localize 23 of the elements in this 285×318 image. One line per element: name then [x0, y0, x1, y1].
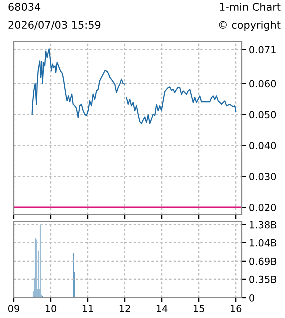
y-tick-label: 0 — [250, 294, 254, 302]
y-tick-label: 0.69B — [250, 258, 277, 266]
y-tick-label: 0.35B — [250, 276, 277, 284]
x-tick-label: 15 — [194, 305, 204, 312]
y-tick-label: 0.040 — [250, 142, 276, 150]
y-tick-label: 0.071 — [250, 46, 276, 54]
x-tick-label: 09 — [8, 305, 20, 312]
y-tick-label: 0.020 — [250, 204, 276, 212]
text: 1-min Chart — [220, 2, 281, 12]
y-tick-label: 0.060 — [250, 80, 276, 88]
y-tick-label: 0.030 — [250, 173, 276, 180]
y-tick-label: 1.04B — [250, 239, 277, 247]
x-tick-label: 14 — [156, 305, 168, 312]
line-series — [126, 86, 237, 124]
chart-subtitle: 2026/07/03 15:59 — [8, 21, 101, 30]
x-tick-label: 16 — [230, 305, 242, 312]
x-tick-label: 11 — [82, 305, 94, 312]
chart-title: 68034 — [8, 3, 41, 12]
x-tick-label: 12 — [120, 305, 130, 312]
y-tick-label: 0.050 — [250, 111, 276, 119]
text: © copyright — [219, 20, 281, 32]
y-tick-label: 1.38B — [250, 221, 277, 229]
x-tick-label: 10 — [46, 305, 57, 312]
